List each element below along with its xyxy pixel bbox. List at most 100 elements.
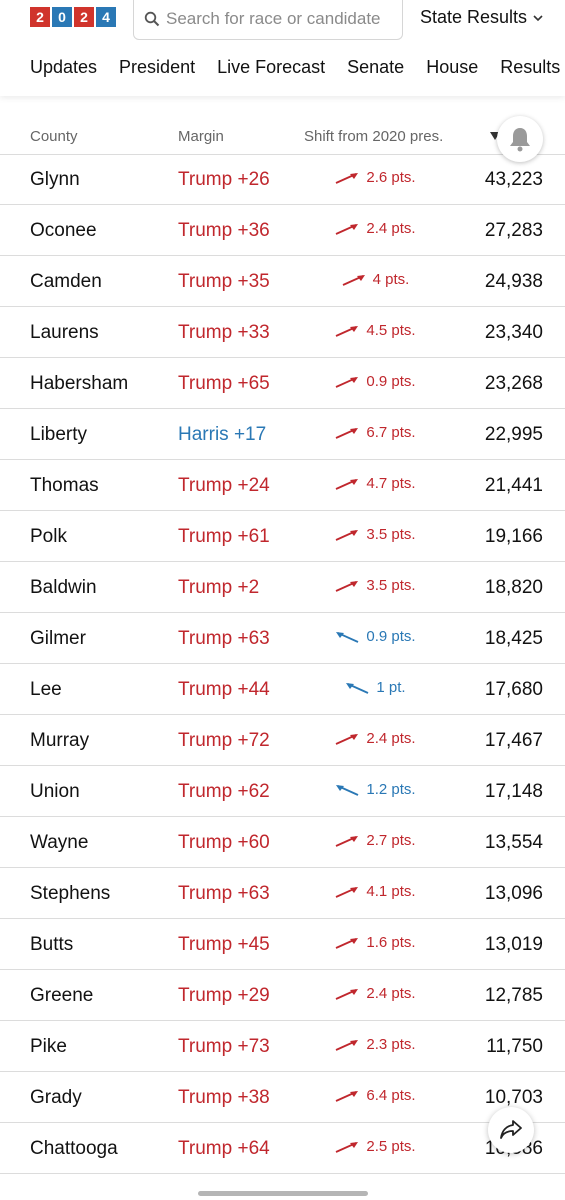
shift-value: 2.7 pts. [366, 832, 416, 849]
nav-updates[interactable]: Updates [30, 57, 98, 77]
county-name: Murray [30, 730, 90, 751]
shift-value: 2.5 pts. [366, 1138, 416, 1155]
share-icon [500, 1120, 522, 1139]
column-header-shift[interactable]: Shift from 2020 pres. [304, 128, 444, 145]
notification-button[interactable] [497, 116, 543, 162]
sort-icon[interactable] [490, 132, 500, 140]
shift-cell: 1.2 pts. [300, 781, 450, 798]
table-header: County Margin Shift from 2020 pres. [0, 118, 565, 155]
state-results-dropdown[interactable]: State Results [420, 7, 543, 28]
table-row[interactable]: Gilmer Trump +63 0.9 pts. 18,425 [0, 613, 565, 664]
shift-cell: 0.9 pts. [300, 373, 450, 390]
table-row[interactable]: Laurens Trump +33 4.5 pts. 23,340 [0, 307, 565, 358]
county-name: Camden [30, 271, 102, 292]
shift-cell: 3.5 pts. [300, 577, 450, 594]
shift-value: 3.5 pts. [366, 526, 416, 543]
vote-count: 17,680 [484, 679, 543, 700]
table-row[interactable]: Camden Trump +35 4 pts. 24,938 [0, 256, 565, 307]
election-2024-logo[interactable]: 2 0 2 4 [30, 7, 116, 27]
shift-arrow-icon [342, 274, 365, 286]
margin-value: Trump +29 [178, 985, 270, 1006]
nav-house[interactable]: House [426, 57, 479, 77]
shift-arrow-icon [336, 376, 359, 388]
shift-value: 4.7 pts. [366, 475, 416, 492]
table-row[interactable]: Glynn Trump +26 2.6 pts. 43,223 [0, 154, 565, 205]
logo-digit: 0 [52, 7, 72, 27]
shift-cell: 6.7 pts. [300, 424, 450, 441]
table-row[interactable]: Grady Trump +38 6.4 pts. 10,703 [0, 1072, 565, 1123]
shift-value: 2.4 pts. [366, 220, 416, 237]
county-name: Polk [30, 526, 67, 547]
table-row[interactable]: Liberty Harris +17 6.7 pts. 22,995 [0, 409, 565, 460]
shift-cell: 2.4 pts. [300, 730, 450, 747]
shift-arrow-icon [336, 529, 359, 541]
column-header-margin[interactable]: Margin [178, 128, 224, 145]
shift-cell: 4.7 pts. [300, 475, 450, 492]
vote-count: 18,425 [484, 628, 543, 649]
margin-value: Trump +35 [178, 271, 270, 292]
vote-count: 21,441 [484, 475, 543, 496]
county-name: Baldwin [30, 577, 97, 598]
nav-president[interactable]: President [119, 57, 196, 77]
shift-value: 1 pt. [376, 679, 406, 696]
margin-value: Trump +38 [178, 1087, 270, 1108]
shift-value: 6.4 pts. [366, 1087, 416, 1104]
county-name: Laurens [30, 322, 99, 343]
table-row[interactable]: Greene Trump +29 2.4 pts. 12,785 [0, 970, 565, 1021]
shift-cell: 6.4 pts. [300, 1087, 450, 1104]
shift-value: 6.7 pts. [366, 424, 416, 441]
margin-value: Harris +17 [178, 424, 267, 445]
search-box[interactable] [133, 0, 403, 40]
county-name: Wayne [30, 832, 89, 853]
shift-value: 2.3 pts. [366, 1036, 416, 1053]
margin-value: Trump +60 [178, 832, 270, 853]
shift-cell: 2.4 pts. [300, 985, 450, 1002]
home-indicator[interactable] [198, 1191, 368, 1196]
table-row[interactable]: Wayne Trump +60 2.7 pts. 13,554 [0, 817, 565, 868]
margin-value: Trump +36 [178, 220, 270, 241]
county-name: Stephens [30, 883, 111, 904]
shift-value: 0.9 pts. [366, 373, 416, 390]
shift-arrow-icon [336, 427, 359, 439]
shift-value: 4.5 pts. [366, 322, 416, 339]
vote-count: 12,785 [484, 985, 543, 1006]
column-header-county[interactable]: County [30, 128, 78, 145]
county-name: Grady [30, 1087, 82, 1108]
county-name: Habersham [30, 373, 129, 394]
shift-arrow-icon [336, 580, 359, 592]
table-row[interactable]: Polk Trump +61 3.5 pts. 19,166 [0, 511, 565, 562]
county-name: Glynn [30, 169, 80, 190]
table-row[interactable]: Stephens Trump +63 4.1 pts. 13,096 [0, 868, 565, 919]
shift-value: 2.4 pts. [366, 730, 416, 747]
table-row[interactable]: Habersham Trump +65 0.9 pts. 23,268 [0, 358, 565, 409]
margin-value: Trump +62 [178, 781, 270, 802]
table-row[interactable]: Oconee Trump +36 2.4 pts. 27,283 [0, 205, 565, 256]
margin-value: Trump +64 [178, 1138, 270, 1159]
nav-senate[interactable]: Senate [347, 57, 405, 77]
search-icon [144, 11, 160, 27]
table-row[interactable]: Thomas Trump +24 4.7 pts. 21,441 [0, 460, 565, 511]
table-row[interactable]: Union Trump +62 1.2 pts. 17,148 [0, 766, 565, 817]
share-button[interactable] [488, 1107, 534, 1153]
margin-value: Trump +63 [178, 628, 270, 649]
nav-live-forecast[interactable]: Live Forecast [217, 57, 326, 77]
table-row[interactable]: Baldwin Trump +2 3.5 pts. 18,820 [0, 562, 565, 613]
table-row[interactable]: Murray Trump +72 2.4 pts. 17,467 [0, 715, 565, 766]
vote-count: 11,750 [486, 1036, 543, 1057]
vote-count: 22,995 [484, 424, 543, 445]
nav-results[interactable]: Results T [500, 57, 565, 77]
bell-icon [510, 128, 530, 152]
county-name: Oconee [30, 220, 97, 241]
table-row[interactable]: Pike Trump +73 2.3 pts. 11,750 [0, 1021, 565, 1072]
vote-count: 10,703 [484, 1087, 543, 1108]
county-name: Greene [30, 985, 94, 1006]
vote-count: 17,148 [484, 781, 543, 802]
table-row[interactable]: Butts Trump +45 1.6 pts. 13,019 [0, 919, 565, 970]
shift-arrow-icon [336, 835, 359, 847]
table-row[interactable]: Lee Trump +44 1 pt. 17,680 [0, 664, 565, 715]
search-input[interactable] [164, 8, 398, 30]
vote-count: 13,554 [484, 832, 543, 853]
county-name: Thomas [30, 475, 99, 496]
shift-arrow-icon [336, 988, 359, 1000]
